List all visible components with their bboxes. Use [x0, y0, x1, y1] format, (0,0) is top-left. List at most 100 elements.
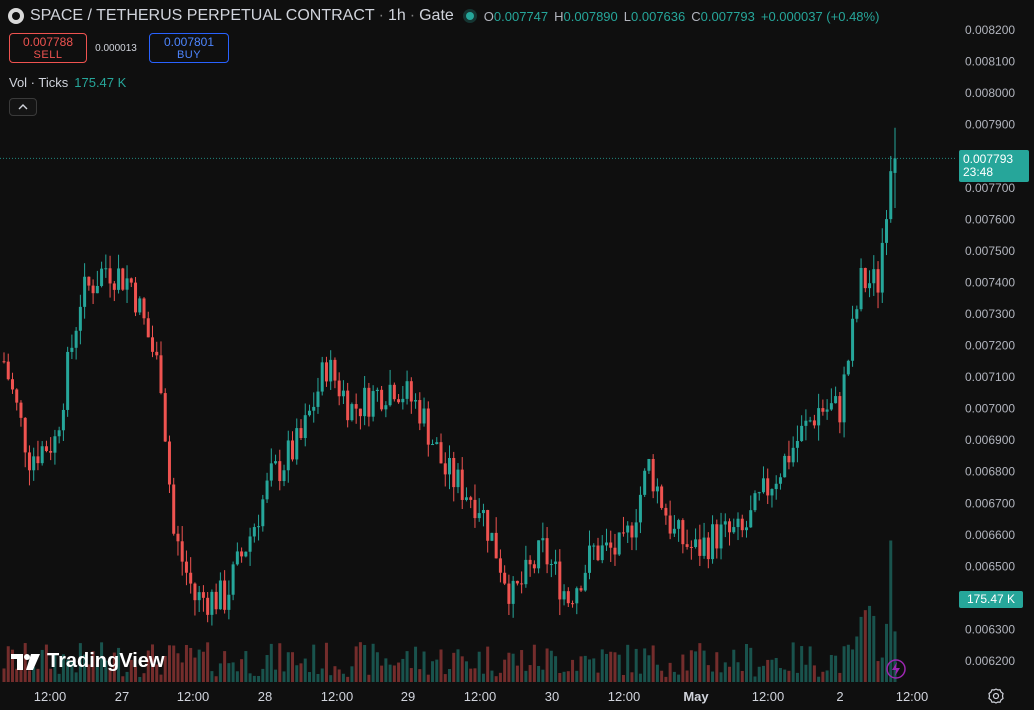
candle-body [766, 478, 770, 496]
volume-bar [617, 654, 621, 682]
volume-bar [333, 666, 337, 682]
candle-body [223, 580, 227, 610]
candle-body [371, 391, 375, 417]
symbol-header: SPACE / TETHERUS PERPETUAL CONTRACT · 1h… [8, 6, 879, 26]
volume-bar [719, 672, 723, 682]
candle-body [498, 558, 502, 573]
volume-bar [422, 651, 426, 682]
volume-bar [231, 662, 235, 682]
candle-body [452, 458, 456, 488]
candle-body [278, 461, 282, 482]
volume-bar [134, 666, 138, 682]
candle-body [626, 525, 630, 533]
candle-body [829, 403, 833, 410]
candle-body [70, 347, 74, 352]
candle-body [821, 408, 825, 412]
volume-bar [825, 670, 829, 682]
candle-body [240, 551, 244, 557]
volume-bar [880, 657, 884, 682]
candle-body [108, 268, 112, 284]
y-axis-tick-label: 0.008200 [965, 23, 1015, 37]
candle-body [515, 580, 519, 584]
x-axis-tick-label: 12:00 [752, 689, 785, 704]
interval-label[interactable]: 1h [387, 7, 406, 24]
spread-value: 0.000013 [95, 42, 137, 54]
volume-bar [180, 662, 184, 682]
candle-body [426, 408, 430, 445]
volume-bar [634, 648, 638, 682]
separator: · [409, 7, 416, 24]
candle-body [316, 391, 320, 407]
candle-body [23, 417, 27, 453]
candle-body [184, 561, 188, 573]
exchange-label: Gate [419, 7, 454, 24]
volume-bar [95, 664, 99, 682]
gear-icon[interactable] [988, 688, 1004, 704]
volume-bar [61, 654, 65, 682]
tradingview-logo[interactable]: TradingView [11, 650, 164, 673]
high-value: 0.007890 [563, 8, 618, 24]
y-axis-tick-label: 0.007900 [965, 118, 1015, 132]
candle-body [197, 592, 201, 601]
collapse-legend-button[interactable] [9, 98, 37, 116]
volume-bar [320, 668, 324, 682]
volume-bar [588, 659, 592, 682]
volume-bar [545, 648, 549, 682]
candle-body [163, 393, 167, 442]
symbol-title[interactable]: SPACE / TETHERUS PERPETUAL CONTRACT [30, 7, 375, 24]
volume-price-label: 175.47 K [959, 591, 1023, 608]
volume-bar [291, 652, 295, 682]
y-axis-tick-label: 0.006200 [965, 654, 1015, 668]
volume-bar [846, 644, 850, 682]
x-axis-tick-label: 2 [836, 689, 843, 704]
volume-bar [261, 668, 265, 682]
volume-bar [885, 623, 889, 682]
volume-bar [435, 659, 439, 682]
candle-body [409, 381, 413, 402]
x-axis-tick-label: 27 [115, 689, 129, 704]
volume-bar [740, 670, 744, 682]
x-axis-tick-label: 28 [258, 689, 272, 704]
candle-body [817, 408, 821, 426]
candle-body [19, 402, 23, 418]
volume-legend[interactable]: Vol · Ticks 175.47 K [9, 75, 126, 90]
candle-body [95, 285, 99, 294]
candle-body [214, 591, 218, 610]
candle-body [537, 540, 541, 569]
candle-body [486, 510, 490, 541]
candle-body [324, 362, 328, 382]
x-axis-tick-label: 12:00 [177, 689, 210, 704]
volume-bar [2, 668, 6, 682]
sell-button[interactable]: 0.007788 SELL [9, 33, 87, 63]
volume-bar [698, 643, 702, 682]
plot-area[interactable] [0, 0, 955, 682]
candle-body [418, 400, 422, 424]
volume-bar [672, 671, 676, 682]
volume-bar [210, 671, 214, 682]
buy-button[interactable]: 0.007801 BUY [149, 33, 229, 63]
volume-bar [117, 647, 121, 682]
candle-body [477, 513, 481, 519]
volume-bar [151, 644, 154, 682]
volume-bar [795, 672, 799, 682]
lightning-icon[interactable] [886, 659, 906, 679]
candle-body [554, 561, 558, 565]
candle-body [456, 469, 460, 488]
candle-body [698, 539, 702, 556]
volume-bar [36, 668, 40, 682]
volume-bar [566, 671, 570, 682]
candle-body [435, 442, 439, 445]
candle-body [732, 527, 736, 533]
close-value: 0.007793 [700, 8, 755, 24]
candle-body [863, 267, 867, 289]
candle-body [566, 591, 570, 604]
candle-body [439, 442, 443, 464]
high-label: H [554, 8, 564, 24]
volume-bar [257, 675, 261, 682]
candle-body [588, 545, 592, 573]
candle-body [876, 269, 880, 293]
candle-body [745, 527, 748, 531]
volume-bar [244, 651, 248, 682]
volume-bar [397, 662, 401, 682]
